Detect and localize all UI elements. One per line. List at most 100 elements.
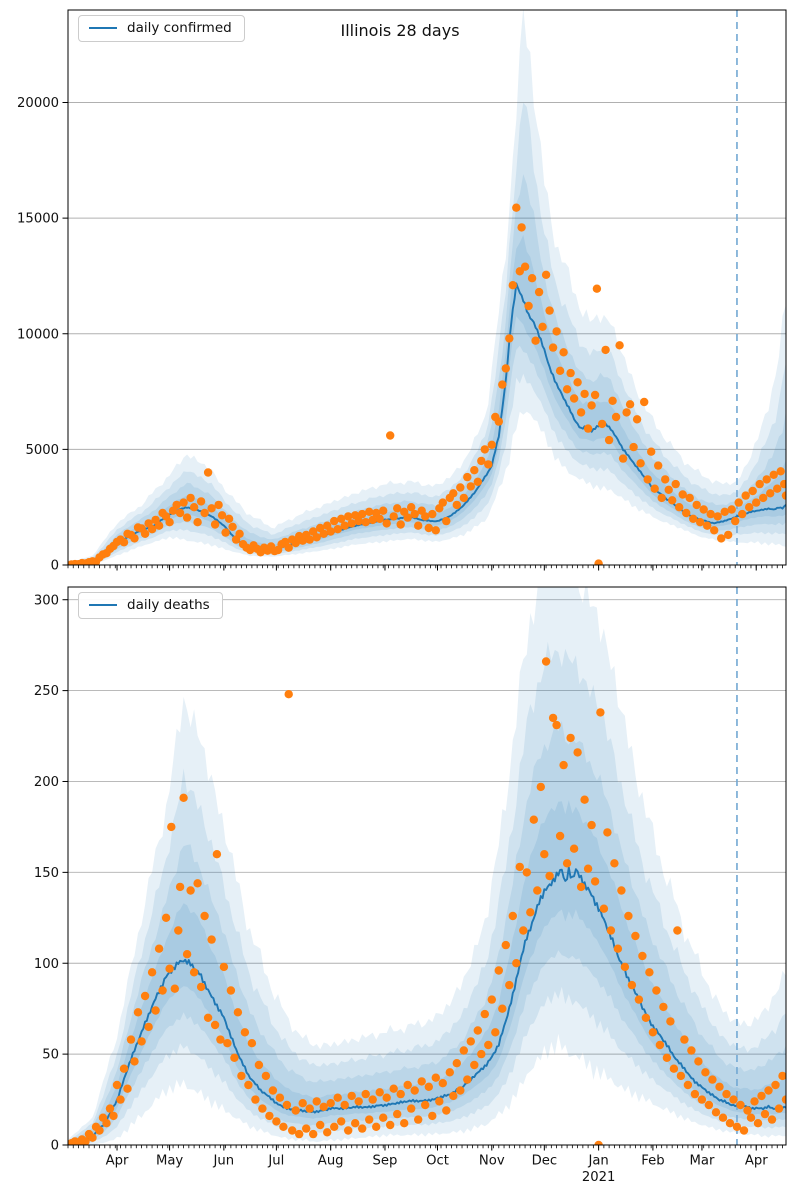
- scatter-point: [520, 262, 530, 271]
- scatter-point: [403, 1080, 412, 1090]
- x-tick-label-month: Aug: [318, 1154, 344, 1169]
- scatter-point: [739, 1126, 749, 1135]
- scatter-point: [498, 1004, 507, 1013]
- scatter-point: [237, 1071, 246, 1081]
- trend-line-swatch-icon: [89, 27, 117, 29]
- scatter-point: [389, 512, 398, 521]
- scatter-point: [279, 1122, 288, 1132]
- scatter-point: [718, 1113, 728, 1122]
- uncertainty-band: [68, 587, 786, 1145]
- scatter-point: [438, 498, 447, 507]
- scatter-point: [715, 1082, 724, 1092]
- scatter-point: [130, 534, 139, 543]
- scatter-point: [112, 1080, 122, 1090]
- scatter-point: [340, 521, 349, 530]
- scatter-point: [330, 516, 339, 526]
- scatter-point: [599, 904, 609, 913]
- scatter-point: [272, 1117, 281, 1126]
- scatter-point: [627, 980, 637, 990]
- scatter-point: [508, 281, 517, 290]
- scatter-point: [508, 911, 517, 921]
- scatter-point: [634, 995, 644, 1004]
- scatter-point: [196, 497, 206, 506]
- scatter-point: [396, 520, 405, 529]
- scatter-point: [217, 511, 227, 520]
- scatter-point: [244, 1080, 253, 1090]
- scatter-point: [683, 1080, 693, 1090]
- scatter-point: [678, 490, 687, 499]
- scatter-point: [442, 1106, 451, 1115]
- scatter-point: [189, 503, 199, 512]
- y-tick-label: 5000: [25, 443, 59, 458]
- scatter-point: [233, 1008, 243, 1017]
- scatter-point: [116, 1095, 125, 1104]
- scatter-point: [724, 530, 733, 540]
- scatter-point: [288, 1126, 297, 1135]
- y-tick-label: 0: [51, 1139, 59, 1154]
- trend-line-swatch-icon: [89, 604, 117, 606]
- scatter-point: [573, 748, 582, 757]
- scatter-point: [358, 509, 367, 519]
- scatter-point: [174, 926, 183, 935]
- scatter-point: [147, 525, 157, 534]
- scatter-point: [312, 533, 321, 542]
- scatter-point: [417, 1077, 426, 1086]
- scatter-point: [673, 926, 682, 935]
- scatter-point: [154, 521, 164, 530]
- scatter-point: [531, 336, 540, 345]
- scatter-point: [88, 1133, 97, 1142]
- scatter-point: [717, 534, 726, 543]
- scatter-point: [379, 1113, 388, 1122]
- scatter-point: [522, 868, 531, 877]
- scatter-point: [638, 951, 647, 961]
- scatter-point: [562, 859, 572, 868]
- scatter-point: [323, 1128, 332, 1137]
- uncertainty-band: [68, 641, 786, 1145]
- scatter-point: [552, 720, 561, 730]
- scatter-point: [386, 1120, 395, 1130]
- scatter-point: [470, 1060, 479, 1070]
- x-axis-year-label: 2021: [581, 1170, 616, 1185]
- scatter-point: [172, 500, 181, 510]
- scatter-point: [361, 1089, 370, 1099]
- scatter-point: [221, 528, 230, 537]
- scatter-point: [662, 1053, 672, 1063]
- scatter-point: [421, 1100, 430, 1110]
- scatter-point: [512, 959, 521, 968]
- scatter-point: [337, 514, 346, 523]
- scatter-point: [767, 1115, 777, 1124]
- uncertainty-band: [68, 102, 786, 565]
- scatter-point: [144, 1022, 153, 1032]
- scatter-point: [466, 482, 475, 491]
- scatter-point: [731, 516, 740, 526]
- scatter-point: [354, 1097, 363, 1106]
- scatter-point: [762, 475, 771, 484]
- scatter-point: [428, 509, 437, 519]
- scatter-point: [456, 483, 465, 492]
- scatter-point: [752, 498, 761, 507]
- scatter-point: [771, 1080, 780, 1090]
- scatter-point: [576, 882, 586, 892]
- scatter-point: [755, 479, 764, 489]
- scatter-point: [214, 500, 223, 510]
- scatter-point: [133, 1008, 143, 1017]
- y-tick-label: 100: [34, 957, 59, 972]
- scatter-point: [414, 1115, 423, 1124]
- scatter-point: [666, 1017, 675, 1026]
- scatter-point: [675, 503, 684, 512]
- scatter-point: [534, 287, 544, 297]
- scatter-point: [631, 931, 640, 941]
- y-tick-label: 200: [34, 775, 59, 790]
- scatter-point: [760, 1109, 770, 1119]
- scatter-point: [316, 1120, 325, 1130]
- scatter-point: [431, 1073, 440, 1082]
- legend-daily-confirmed: daily confirmed: [78, 15, 245, 42]
- scatter-point: [105, 1104, 115, 1113]
- scatter-point: [165, 518, 174, 527]
- scatter-point: [251, 1095, 260, 1104]
- plot-area-deaths: [68, 587, 786, 1145]
- scatter-point: [706, 509, 715, 519]
- scatter-point: [81, 1137, 90, 1145]
- scatter-point: [764, 1086, 773, 1095]
